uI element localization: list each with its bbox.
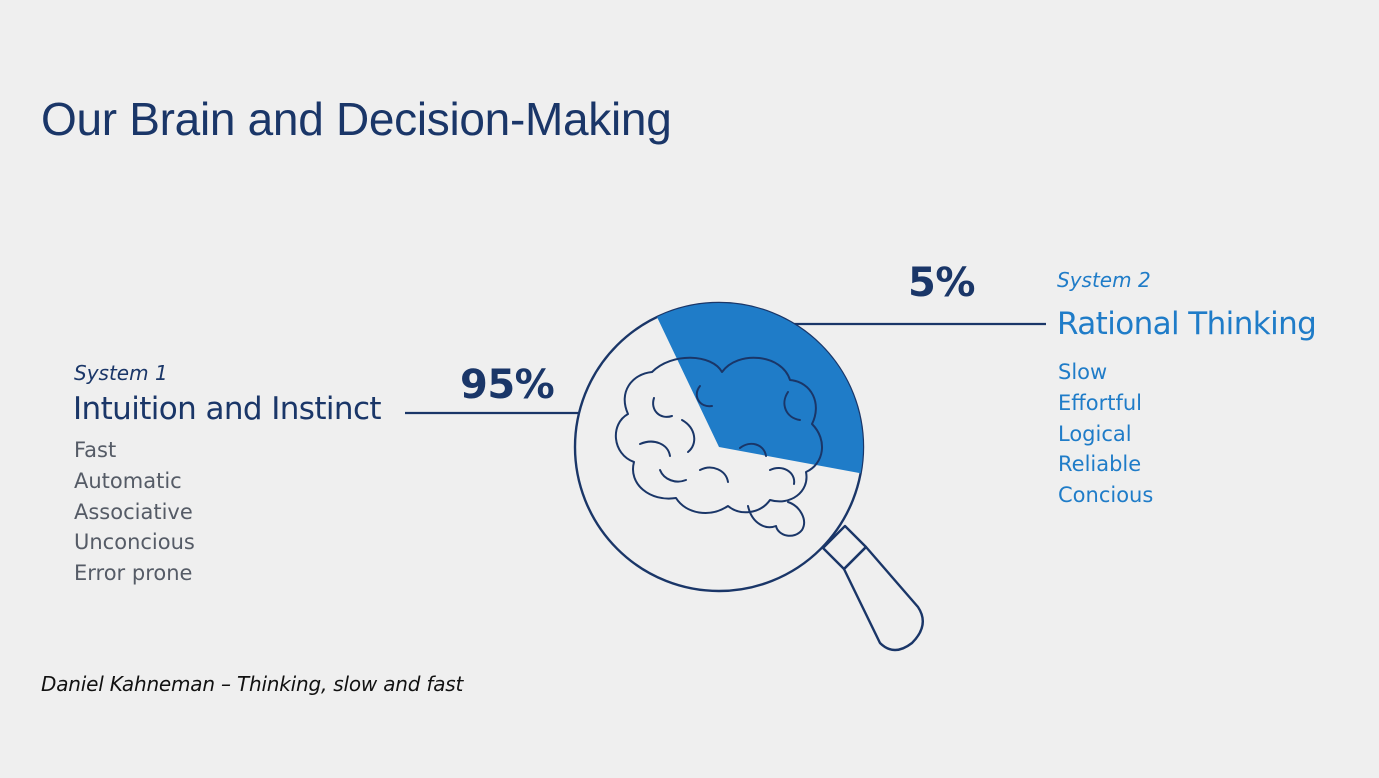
pie-slice-rational-thinking — [657, 302, 864, 474]
system1-percentage: 95% — [460, 362, 555, 408]
system2-traits: Slow Effortful Logical Reliable Concious — [1058, 357, 1153, 511]
brain-icon — [614, 356, 824, 537]
slide-title: Our Brain and Decision-Making — [41, 93, 672, 145]
system1-trait: Unconcious — [74, 530, 195, 555]
system1-trait: Associative — [74, 499, 193, 524]
citation: Daniel Kahneman – Thinking, slow and fas… — [41, 672, 464, 696]
system2-trait: Effortful — [1058, 390, 1142, 415]
system2-trait: Slow — [1058, 360, 1108, 384]
system1-traits: Fast Automatic Associative Unconcious Error … — [74, 435, 195, 589]
system1-heading: Intuition and Instinct — [73, 391, 382, 427]
system2-trait: Reliable — [1058, 452, 1142, 477]
system1-trait: Automatic — [74, 468, 182, 493]
system2-label: System 2 — [1057, 268, 1151, 292]
system2-percentage: 5% — [908, 260, 975, 306]
system2-trait: Logical — [1058, 421, 1132, 446]
system2-heading: Rational Thinking — [1057, 306, 1317, 342]
system1-label: System 1 — [74, 361, 168, 385]
system2-trait: Concious — [1058, 483, 1154, 508]
system1-trait: Fast — [74, 438, 117, 462]
system1-trait: Error prone — [74, 561, 193, 586]
